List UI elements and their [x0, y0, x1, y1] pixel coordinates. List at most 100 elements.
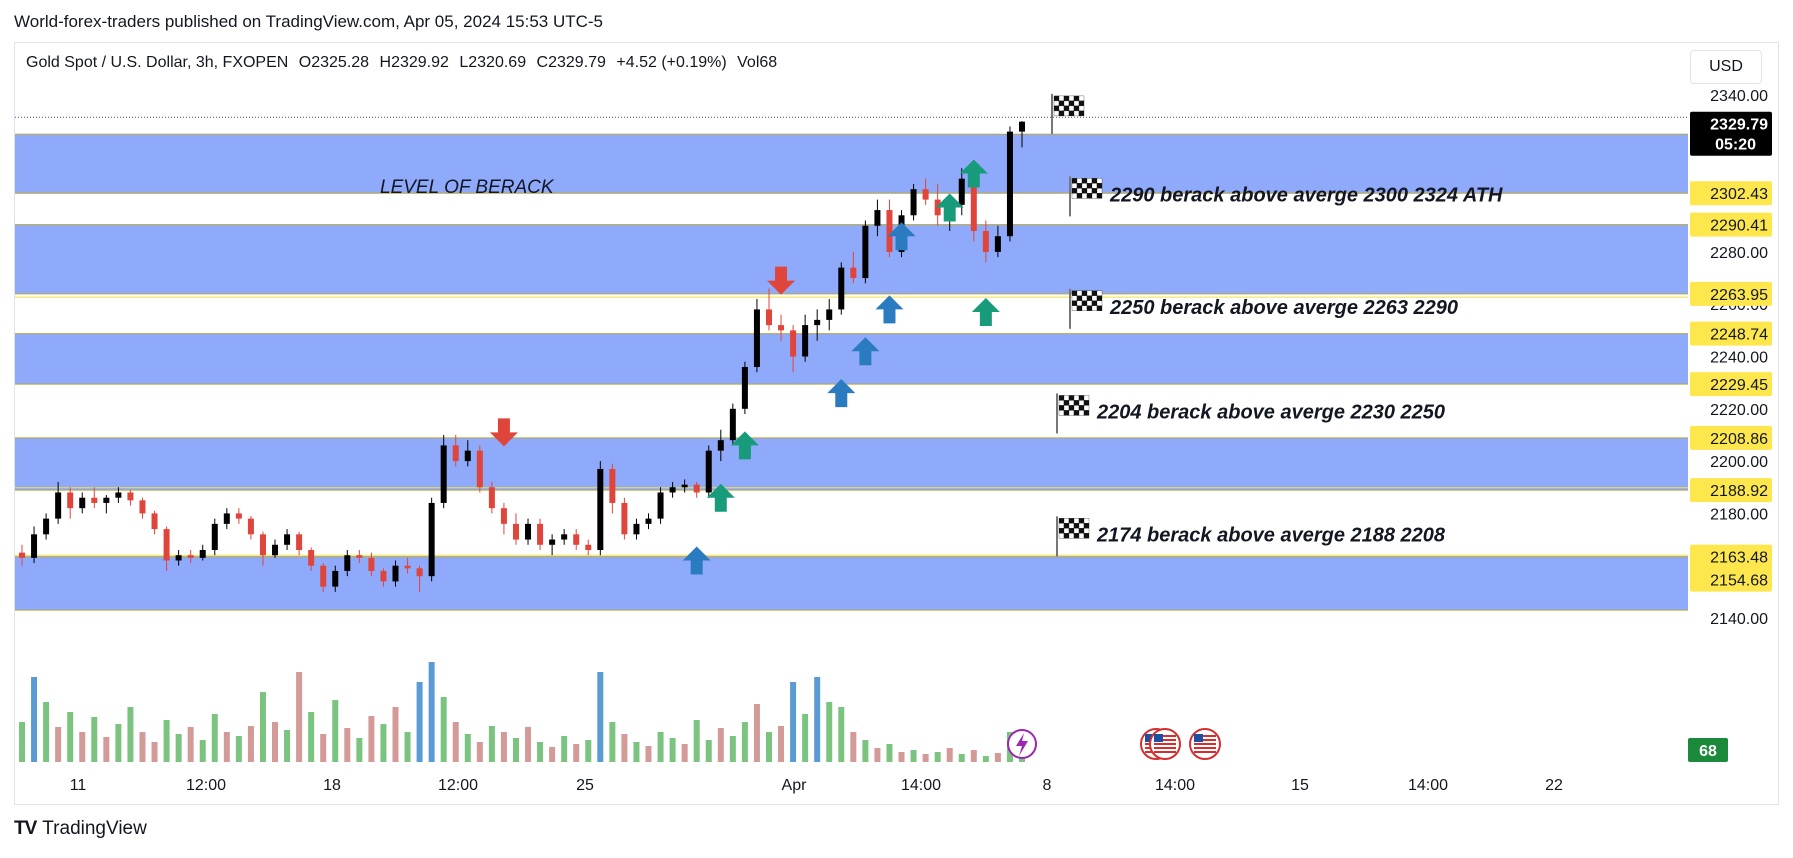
time-tick-label: 18 [323, 777, 341, 794]
candle-body [669, 487, 676, 493]
candle [681, 479, 688, 493]
annotation-text: 2290 berack above averge 2300 2324 ATH [1109, 184, 1503, 206]
volume-bar [549, 747, 556, 762]
time-tick-label: 12:00 [438, 777, 478, 794]
time-tick-label: 14:00 [1155, 777, 1195, 794]
level-price-label: 2154.68 [1690, 567, 1772, 592]
volume-bar [151, 742, 158, 762]
time-tick-label: 11 [70, 777, 87, 794]
arrow-up-icon [959, 159, 988, 188]
flag-cell [1096, 178, 1103, 184]
flag-cell [1063, 100, 1070, 107]
arrow-up-icon [730, 431, 759, 460]
annotation-text: 2250 berack above averge 2263 2290 [1109, 297, 1458, 319]
candle-body [320, 565, 327, 587]
level-label-bg [1690, 321, 1772, 346]
candle [512, 513, 519, 545]
candle [296, 531, 303, 556]
flag-cell [1053, 110, 1060, 117]
volume-bar [284, 730, 291, 762]
volume-bar [934, 752, 941, 762]
flag-cell [1058, 518, 1065, 524]
symbol-name[interactable]: Gold Spot / U.S. Dollar, 3h, FXOPEN [26, 54, 289, 71]
level-label-text: 2302.43 [1710, 186, 1768, 203]
price-tick-label: 2200.00 [1710, 454, 1768, 471]
flag-cell [1058, 528, 1065, 534]
flag-cell [1068, 395, 1075, 401]
candle [67, 487, 74, 519]
volume-bar [814, 677, 821, 762]
candle [187, 550, 194, 564]
chart-frame[interactable] [14, 42, 1779, 805]
candle-body [512, 523, 519, 540]
candle [404, 557, 411, 574]
volume-bar [296, 672, 303, 762]
candle [753, 298, 760, 373]
level-label-bg [1690, 567, 1772, 592]
currency-button[interactable]: USD [1690, 50, 1762, 84]
volume-bar [452, 722, 459, 762]
flag-cell [1081, 295, 1088, 301]
candles-layer [19, 121, 1025, 592]
candle [669, 482, 676, 498]
volume-bar [982, 756, 989, 762]
flag-cell [1073, 95, 1080, 102]
volume-bar [765, 732, 772, 762]
candle [356, 550, 363, 564]
candle-body [982, 230, 989, 252]
candle [308, 547, 315, 571]
candle [284, 529, 291, 551]
flag-cell [1083, 528, 1090, 534]
tradingview-logo[interactable]: TV TradingView [14, 818, 147, 840]
level-label-bg [1690, 425, 1772, 450]
zone-title: LEVEL OF BERACK [380, 177, 555, 198]
flag-cell [1073, 410, 1080, 416]
candle-body [537, 523, 544, 545]
candle [609, 463, 616, 514]
flag-cell [1073, 110, 1080, 117]
volume-bar [585, 740, 592, 762]
candle-body [211, 523, 218, 551]
flag-cell [1078, 95, 1085, 102]
volume-bar [476, 742, 483, 762]
candle [886, 199, 893, 258]
last-price-badge: 2329.79 05:20 [1690, 111, 1772, 156]
volume-bar [440, 697, 447, 762]
candle-body [344, 555, 351, 571]
candle-body [440, 445, 447, 503]
candle-body [55, 492, 62, 519]
candle [175, 550, 182, 566]
candle [103, 495, 110, 514]
flag-cell [1063, 405, 1070, 411]
volume-bar [922, 754, 929, 762]
volume-bar [826, 702, 833, 762]
flag-cell [1076, 178, 1083, 184]
lightning-bolt [1016, 733, 1028, 756]
volume-bar [356, 738, 363, 762]
flag-cell [1081, 290, 1088, 296]
candle-body [223, 513, 230, 524]
lightning-event-icon [1007, 729, 1037, 759]
candle-body [838, 267, 845, 310]
volume-bar [175, 734, 182, 762]
volume-bar [657, 732, 664, 762]
flag-cell [1083, 410, 1090, 416]
flag-stripe [1154, 743, 1176, 745]
candle [163, 526, 170, 571]
level-label-text: 2163.48 [1710, 550, 1768, 567]
candle [452, 434, 459, 467]
volume-bar [416, 682, 423, 762]
candle-body [235, 513, 242, 519]
candle-body [609, 468, 616, 503]
volume-bar [404, 732, 411, 762]
volume-bar [910, 750, 917, 762]
candle [91, 487, 98, 509]
last-price-text: 2329.79 [1710, 117, 1768, 134]
flag-cell [1096, 183, 1103, 189]
candle-body [139, 500, 146, 514]
candle-body [296, 534, 303, 551]
candle [657, 487, 664, 524]
volume-bar [115, 724, 122, 762]
level-label-bg [1690, 181, 1772, 206]
